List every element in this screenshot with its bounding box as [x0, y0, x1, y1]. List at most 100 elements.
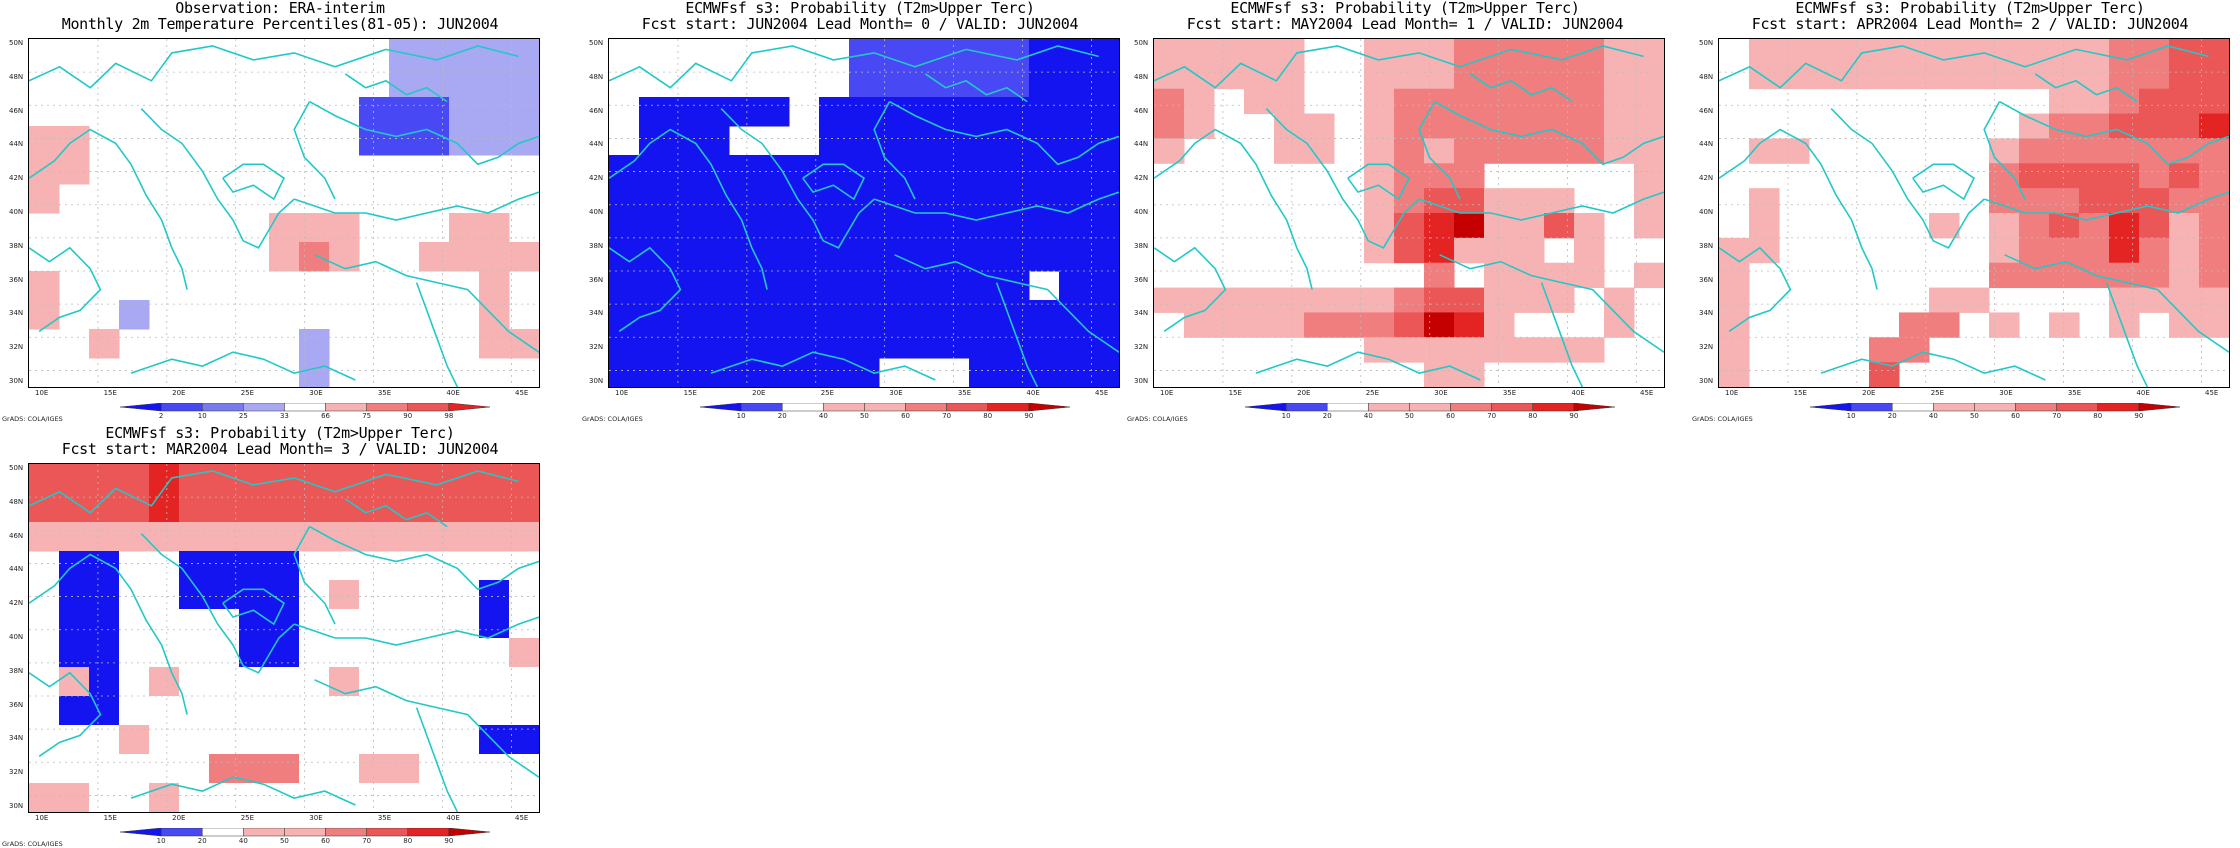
grid-cell: [29, 783, 89, 812]
grid-cell: [1719, 287, 1750, 313]
map-svg: [1154, 39, 1664, 387]
grid-cell: [509, 464, 539, 494]
grid-cell: [149, 667, 179, 696]
grid-cell: [1304, 287, 1335, 313]
grid-cell: [1484, 262, 1515, 289]
grid-cell: [849, 271, 880, 301]
grid-cell: [1029, 155, 1060, 185]
longitude-label: 10E: [1725, 389, 1739, 397]
coastline: [1999, 100, 2229, 166]
grid-cell: [819, 329, 850, 359]
longitude-label: 15E: [103, 814, 117, 822]
grid-cell: [1544, 39, 1575, 65]
coastline: [293, 191, 539, 221]
grid-cell: [849, 242, 880, 272]
longitude-label: 40E: [446, 389, 460, 397]
grid-cell: [1394, 213, 1425, 239]
longitude-label: 45E: [515, 389, 529, 397]
grid-cell: [479, 97, 510, 127]
grid-cell: [2049, 113, 2080, 139]
panel-title-line1: ECMWFsf s3: Probability (T2m>Upper Terc): [105, 424, 455, 442]
grid-cell: [239, 522, 270, 552]
latitude-label: 40N: [1134, 208, 1149, 216]
grid-cell: [1989, 213, 2020, 239]
colorbar-label: 50: [859, 412, 869, 420]
grid-cell: [969, 271, 1000, 301]
grid-cell: [609, 271, 640, 301]
grid-cell: [2079, 188, 2110, 214]
grid-cell: [969, 184, 1000, 214]
colorbar-segment: [448, 828, 491, 837]
grid-cell: [1214, 312, 1245, 338]
grid-cell: [1394, 163, 1425, 189]
colorbar-label: 20: [1887, 412, 1897, 420]
grid-cell: [969, 329, 1000, 359]
grid-cell: [1749, 213, 1780, 239]
grid-cell: [669, 184, 700, 214]
grid-cell: [1809, 39, 1840, 65]
grid-cell: [419, 97, 450, 127]
grid-cell: [2019, 138, 2050, 164]
grid-cell: [2049, 312, 2080, 338]
colorbar-label: 70: [362, 837, 372, 845]
grid-cell: [879, 242, 910, 272]
grid-cell: [1454, 88, 1485, 115]
grid-cell: [1214, 287, 1245, 313]
grid-cell: [1274, 287, 1305, 313]
longitude-label: 40E: [2136, 389, 2150, 397]
longitude-label: 30E: [1434, 389, 1448, 397]
grid-cell: [1454, 163, 1485, 189]
grid-cell: [1604, 39, 1635, 65]
grid-cell: [29, 464, 60, 494]
colorbar-segment: [1450, 403, 1492, 412]
grid-cell: [639, 329, 670, 359]
grid-cell: [1574, 63, 1605, 90]
colorbar-segment: [1933, 403, 1975, 412]
coastline: [1265, 108, 1420, 249]
grid-cell: [909, 97, 940, 127]
grid-cell: [509, 39, 539, 69]
colorbar-segment: [987, 403, 1030, 412]
latitude-label: 38N: [9, 666, 24, 675]
longitude-label: 40E: [1571, 389, 1585, 397]
colorbar-segment: [325, 828, 367, 837]
colorbar-segment: [1850, 403, 1893, 412]
grid-cell: [2199, 237, 2229, 264]
longitude-label: 10E: [35, 389, 49, 397]
coastline: [889, 100, 1119, 166]
colorbar-segment: [448, 403, 491, 412]
coastline: [2105, 282, 2149, 387]
grid-cell: [2169, 39, 2200, 65]
grid-cell: [879, 68, 910, 98]
latitude-label: 48N: [1699, 72, 1714, 81]
grid-cell: [1089, 155, 1119, 185]
grid-cell: [1779, 39, 1810, 65]
colorbar-segment: [407, 403, 450, 412]
grid-cell: [1604, 63, 1635, 90]
latitude-label: 48N: [9, 497, 24, 506]
longitude-label: 30E: [889, 389, 903, 397]
grid-cell: [1869, 337, 1900, 363]
grid-cell: [849, 68, 880, 98]
grid-cell: [479, 580, 509, 638]
grid-cell: [1059, 39, 1090, 69]
colorbar-segment: [946, 403, 989, 412]
latitude-label: 48N: [1134, 72, 1149, 81]
coastline: [29, 671, 102, 757]
grid-cell: [1604, 287, 1635, 313]
coastline: [415, 282, 459, 387]
longitude-label: 15E: [1228, 389, 1242, 397]
grid-cell: [1634, 138, 1664, 164]
grid-cell: [149, 783, 179, 812]
grid-cell: [1484, 39, 1515, 65]
grid-cell: [969, 126, 1000, 156]
grid-cell: [1394, 138, 1425, 164]
coastline: [1830, 108, 1985, 249]
coastline: [710, 351, 936, 381]
colorbar-segment: [1491, 403, 1534, 412]
grid-cell: [1514, 213, 1545, 239]
grid-cell: [759, 242, 790, 272]
grid-cell: [2079, 163, 2110, 189]
grid-cell: [819, 358, 850, 387]
panel-title-line1: Observation: ERA-interim: [175, 0, 385, 17]
